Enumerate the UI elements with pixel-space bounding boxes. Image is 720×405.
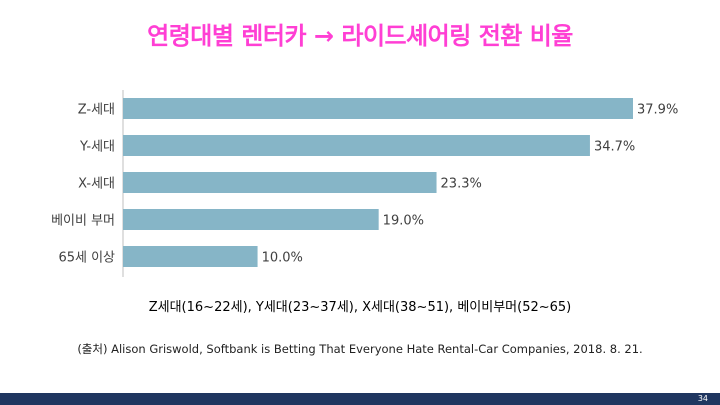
bar-1 [123, 98, 633, 119]
category-label-4: 베이비 부머 [51, 214, 115, 229]
value-label-5: 10.0% [262, 251, 303, 266]
category-label-5: 65세 이상 [58, 251, 115, 266]
source-citation: (출처) Alison Griswold, Softbank is Bettin… [77, 342, 643, 356]
bar-2 [123, 135, 590, 156]
bar-chart: Z-세대 37.9% Y-세대 34.7% X-세대 23.3% 베이비 부머 19.0% 65… [51, 90, 678, 277]
category-label-1: Z-세대 [78, 103, 115, 118]
bar-5 [123, 246, 258, 267]
slide-title: 연령대별 렌터카 → 라이드셰어링 전환 비율 [147, 22, 573, 50]
category-label-3: X-세대 [78, 177, 115, 192]
value-label-3: 23.3% [441, 177, 482, 192]
category-label-2: Y-세대 [79, 140, 115, 155]
generation-age-note: Z세대(16~22세), Y세대(23~37세), X세대(38~51), 베이… [148, 300, 572, 315]
value-label-1: 37.9% [637, 103, 678, 118]
bar-4 [123, 209, 379, 230]
value-label-2: 34.7% [594, 140, 635, 155]
page-number: 34 [697, 394, 708, 403]
bar-3 [123, 172, 437, 193]
value-label-4: 19.0% [383, 214, 424, 229]
bars-group: Z-세대 37.9% Y-세대 34.7% X-세대 23.3% 베이비 부머 19.0% 65… [51, 98, 678, 267]
footer-bar: 34 [0, 393, 720, 405]
